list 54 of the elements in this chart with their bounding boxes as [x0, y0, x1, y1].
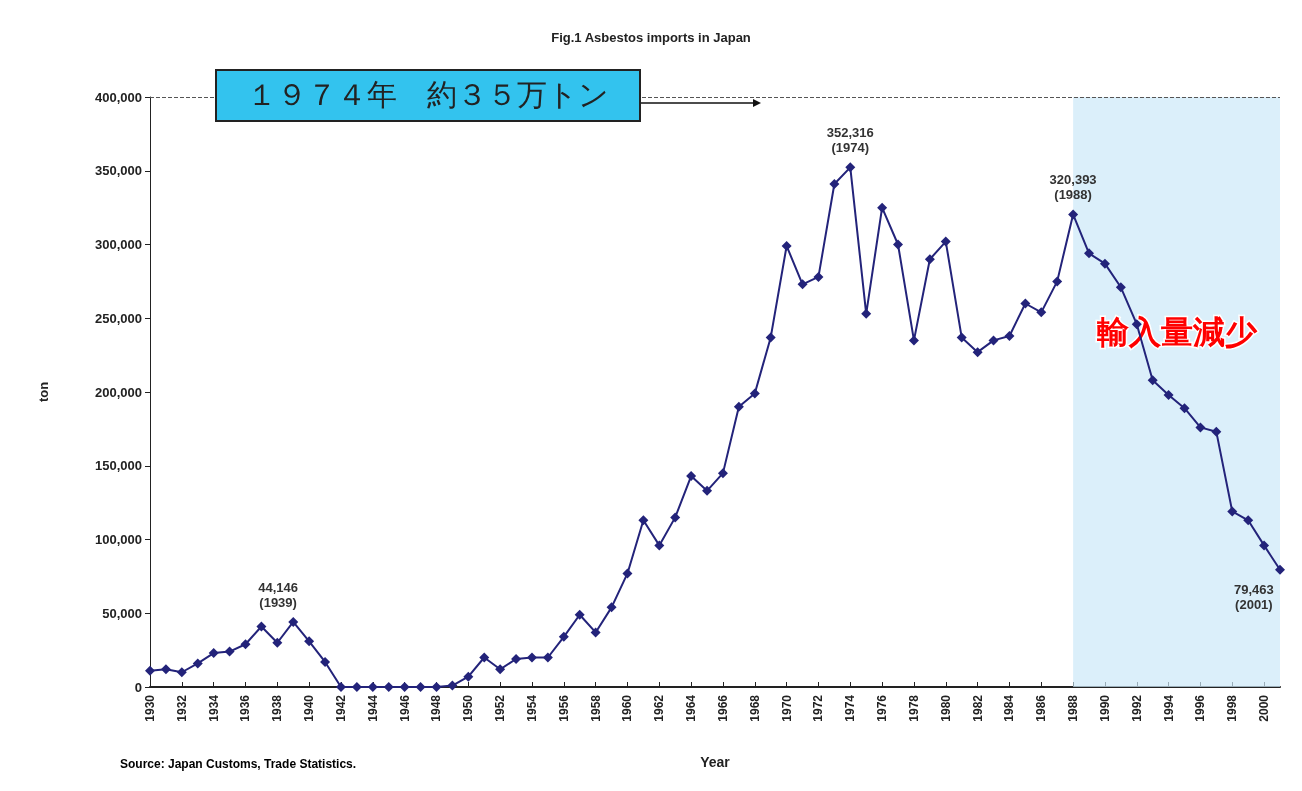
- x-tick-label: 1964: [684, 694, 699, 722]
- x-tick-label: 1982: [970, 694, 985, 722]
- x-tick-label: 1980: [938, 694, 953, 722]
- y-tick-label: 250,000: [95, 310, 142, 326]
- x-tick-label: 1962: [652, 694, 667, 722]
- x-tick-label: 1946: [397, 694, 412, 722]
- x-tick-label: 1990: [1097, 694, 1112, 722]
- x-tick-label: 1976: [875, 694, 890, 722]
- x-tick-label: 1984: [1002, 694, 1017, 722]
- x-tick-label: 1956: [556, 694, 571, 722]
- x-tick-label: 1970: [779, 694, 794, 722]
- x-tick-label: 1952: [493, 694, 508, 722]
- x-tick-label: 1972: [811, 694, 826, 722]
- x-tick-label: 1948: [429, 694, 444, 722]
- x-tick-label: 1994: [1161, 694, 1176, 722]
- x-tick-label: 1974: [843, 694, 858, 722]
- y-tick-label: 300,000: [95, 237, 142, 252]
- x-tick-label: 1966: [715, 694, 730, 722]
- y-tick-label: 0: [134, 679, 142, 695]
- x-tick-label: 1958: [588, 694, 603, 722]
- annotation: 44,146 (1939): [258, 579, 298, 610]
- y-tick-label: 200,000: [95, 384, 142, 400]
- x-tick-label: 1950: [461, 694, 476, 722]
- x-tick-label: 1988: [1066, 694, 1081, 722]
- annotation: 352,316 (1974): [826, 125, 874, 156]
- y-axis-title: ton: [36, 381, 51, 403]
- annotation: １９７４年 約３５万トン: [215, 69, 641, 122]
- x-tick-label: 2000: [1257, 694, 1272, 722]
- source-note: Source: Japan Customs, Trade Statistics.: [120, 757, 357, 771]
- x-tick-label: 1954: [524, 694, 539, 722]
- x-tick-label: 1960: [620, 694, 635, 722]
- x-tick-label: 1978: [906, 694, 921, 722]
- x-tick-label: 1940: [302, 694, 317, 722]
- x-tick-label: 1944: [365, 694, 380, 722]
- x-tick-label: 1930: [143, 694, 157, 722]
- x-tick-label: 1934: [206, 694, 221, 722]
- x-tick-label: 1998: [1225, 694, 1240, 722]
- y-tick-label: 150,000: [95, 458, 142, 474]
- x-tick-label: 1986: [1034, 694, 1049, 722]
- x-tick-label: 1938: [270, 694, 285, 722]
- x-tick-label: 1942: [333, 694, 348, 722]
- x-axis-title: Year: [700, 754, 731, 770]
- annotation: 79,463 (2001): [1234, 581, 1274, 612]
- x-tick-label: 1932: [174, 694, 189, 722]
- y-tick-label: 100,000: [95, 532, 142, 547]
- x-tick-label: 1968: [747, 694, 762, 722]
- y-tick-label: 400,000: [95, 89, 142, 105]
- chart-title: Fig.1 Asbestos imports in Japan: [551, 30, 751, 45]
- annotation: 320,393 (1988): [1049, 172, 1097, 203]
- x-tick-label: 1996: [1193, 694, 1208, 722]
- x-tick-label: 1992: [1129, 694, 1144, 722]
- x-tick-label: 1936: [238, 694, 253, 722]
- y-tick-label: 50,000: [102, 605, 142, 621]
- y-tick-label: 350,000: [95, 163, 142, 179]
